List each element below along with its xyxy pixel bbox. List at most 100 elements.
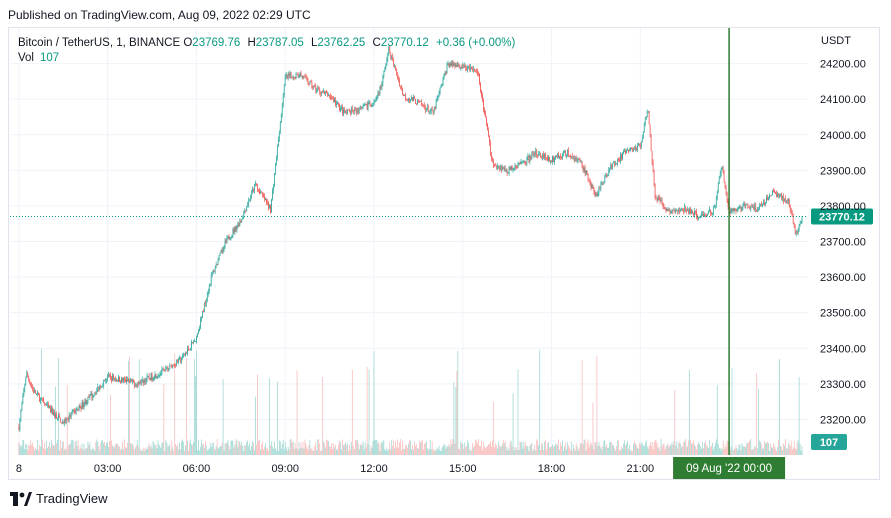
volume-bar <box>629 444 630 455</box>
candle-body <box>638 143 640 146</box>
candle-body <box>566 150 568 155</box>
candle-body <box>564 150 566 156</box>
candle-body <box>353 109 355 112</box>
volume-bar <box>127 442 128 455</box>
candle-body <box>484 109 485 114</box>
volume-bar <box>494 443 496 455</box>
candle-body <box>417 99 418 105</box>
candle-body <box>530 156 532 159</box>
candle-body <box>458 64 460 67</box>
tradingview-footer[interactable]: TradingView <box>10 491 108 506</box>
candle-body <box>425 108 427 111</box>
candle-body <box>294 77 296 79</box>
candle-body <box>525 163 527 164</box>
candle-body <box>608 170 610 176</box>
candle-body <box>557 154 558 157</box>
volume-bar <box>769 450 770 455</box>
candle-body <box>182 355 183 360</box>
volume-bar <box>798 377 800 455</box>
candle-body <box>441 84 443 86</box>
volume-bar <box>256 444 257 455</box>
candle-body <box>202 310 203 318</box>
volume-bar <box>583 440 585 455</box>
candle-body <box>195 340 196 342</box>
candle-body <box>719 173 721 178</box>
volume-bar <box>368 369 370 455</box>
volume-bar <box>739 444 741 455</box>
candle-body <box>185 353 186 356</box>
volume-bar <box>479 445 480 455</box>
volume-bar <box>773 443 774 455</box>
candle-body <box>118 376 119 382</box>
candle-body <box>342 107 343 114</box>
candle-body <box>463 65 465 68</box>
volume-bar <box>712 449 714 455</box>
candle-body <box>280 114 282 122</box>
candle-body <box>611 165 613 169</box>
volume-bar <box>535 450 537 455</box>
candle-body <box>801 216 803 224</box>
candle-body <box>501 166 503 171</box>
volume-bar <box>655 440 657 455</box>
candle-body <box>607 175 609 177</box>
volume-bar <box>787 443 789 455</box>
candle-body <box>317 88 319 90</box>
volume-bar <box>659 450 661 455</box>
candle-body <box>312 87 314 89</box>
candle-body <box>745 204 747 206</box>
candle-body <box>453 63 455 67</box>
volume-bar <box>300 442 302 455</box>
volume-bar <box>492 440 493 455</box>
volume-bar <box>80 448 82 455</box>
candle-body <box>177 359 179 363</box>
candle-body <box>466 68 468 71</box>
volume-bar <box>219 446 221 455</box>
candle-body <box>718 177 720 184</box>
volume-bar <box>119 446 120 455</box>
candle-body <box>549 156 550 162</box>
candle-body <box>426 106 428 109</box>
candle-body <box>568 155 570 157</box>
volume-bar <box>424 442 426 455</box>
volume-bar <box>347 443 348 455</box>
candle-body <box>388 46 390 54</box>
volume-bar <box>763 448 764 455</box>
candle-body <box>403 94 404 96</box>
candle-body <box>565 154 567 156</box>
candle-body <box>684 206 686 212</box>
candle-body <box>590 183 592 188</box>
volume-bar <box>186 358 187 455</box>
y-tick-label: 24000.00 <box>820 130 866 142</box>
volume-bar <box>488 444 489 455</box>
candle-body <box>344 109 345 113</box>
candle-body <box>204 303 206 305</box>
volume-bar <box>399 442 400 455</box>
candle-body <box>679 207 681 212</box>
volume-bar <box>664 449 666 455</box>
candle-body <box>86 401 88 405</box>
price-axis: 23200.0023300.0023400.0023500.0023600.00… <box>820 35 866 426</box>
candle-body <box>167 366 169 372</box>
candle-body <box>384 66 386 72</box>
volume-bar <box>315 442 317 455</box>
candle-body <box>681 208 683 210</box>
volume-bar <box>177 444 179 455</box>
volume-bar <box>83 443 85 455</box>
volume-bar <box>157 440 159 455</box>
candle-body <box>710 209 711 213</box>
candle-body <box>651 150 653 163</box>
candle-body <box>50 407 51 412</box>
candle-body <box>290 73 292 77</box>
candle-body <box>586 171 588 175</box>
volume-bar <box>657 447 659 455</box>
volume-bar <box>122 441 123 455</box>
volume-bar <box>205 445 207 455</box>
volume-bar <box>129 443 131 455</box>
candle-body <box>499 166 501 169</box>
candle-body <box>585 171 587 174</box>
candle-body <box>117 380 118 382</box>
volume-bar <box>502 439 504 455</box>
candle-body <box>310 81 312 83</box>
change-value: +0.36 (+0.00%) <box>436 37 516 49</box>
